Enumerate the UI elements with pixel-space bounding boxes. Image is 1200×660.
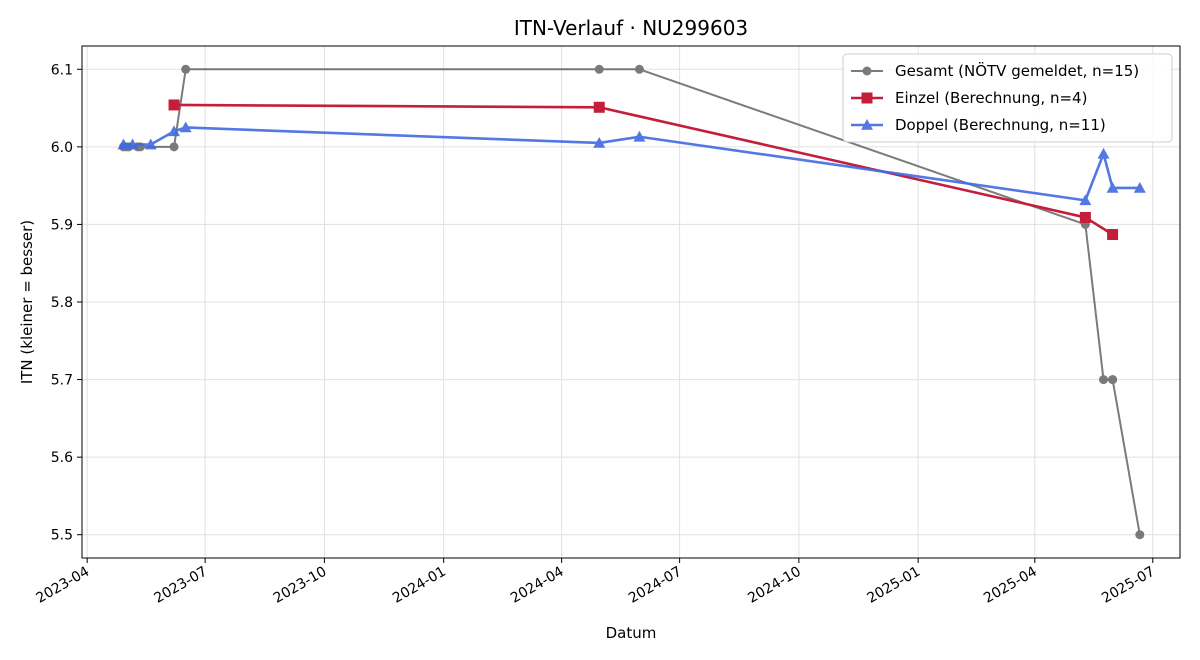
x-tick-label: 2023-10 <box>271 564 330 607</box>
y-tick-label: 5.6 <box>51 450 73 466</box>
y-tick-label: 5.8 <box>51 295 73 311</box>
data-point <box>179 121 192 133</box>
y-tick-label: 5.5 <box>51 528 73 544</box>
data-point <box>117 138 130 150</box>
x-tick-label: 2025-07 <box>1099 564 1158 607</box>
data-point <box>1108 375 1118 385</box>
data-point <box>593 136 606 148</box>
series-triangle-group <box>117 121 1146 206</box>
x-tick-label: 2024-07 <box>626 564 685 607</box>
x-axis: 2023-04 2023-07 2023-10 2024-01 2024-04 2024-… <box>34 558 1158 607</box>
data-point <box>1107 229 1119 241</box>
chart-title: ITN-Verlauf · NU299603 <box>514 16 748 40</box>
y-tick-label: 5.7 <box>51 373 73 389</box>
data-point <box>168 125 181 137</box>
legend-label: Gesamt (NÖTV gemeldet, n=15) <box>895 61 1139 80</box>
x-tick-label: 2024-10 <box>745 564 804 607</box>
x-tick-label: 2023-04 <box>34 564 93 607</box>
y-tick-label: 5.9 <box>51 217 73 233</box>
legend-marker <box>861 92 873 104</box>
legend: Gesamt (NÖTV gemeldet, n=15) Einzel (Bere… <box>842 53 1173 143</box>
y-tick-label: 6.0 <box>51 140 73 156</box>
y-tick-label: 6.1 <box>51 62 73 78</box>
data-point <box>634 64 644 74</box>
data-point <box>1135 530 1145 540</box>
data-point <box>168 99 180 111</box>
data-point <box>1079 211 1091 223</box>
legend-entry-circle <box>851 66 883 76</box>
x-tick-label: 2024-04 <box>508 564 567 607</box>
series-line <box>174 103 1114 236</box>
y-axis: 5.5 5.6 5.7 5.8 5.9 6.0 6.1 <box>51 62 82 544</box>
data-point <box>594 64 604 74</box>
data-point <box>1099 375 1109 385</box>
x-tick-label: 2023-07 <box>151 564 210 607</box>
legend-label: Doppel (Berechnung, n=11) <box>895 116 1106 134</box>
y-axis-label: ITN (kleiner = besser) <box>18 220 36 384</box>
x-tick-label: 2025-01 <box>864 564 923 607</box>
data-point <box>169 142 179 152</box>
data-point <box>126 138 139 150</box>
legend-marker <box>861 119 873 130</box>
legend-box <box>842 53 1173 143</box>
data-point <box>1133 181 1146 193</box>
data-point <box>144 138 157 150</box>
series-square-group <box>168 99 1119 241</box>
legend-label: Einzel (Berechnung, n=4) <box>895 89 1087 107</box>
x-tick-label: 2025-04 <box>981 564 1040 607</box>
legend-entry-square <box>851 92 883 104</box>
data-point <box>1097 147 1110 159</box>
data-point <box>181 64 191 74</box>
legend-marker <box>862 66 872 76</box>
data-point <box>633 130 646 142</box>
x-tick-label: 2024-01 <box>390 564 449 607</box>
data-point <box>1106 181 1119 193</box>
x-axis-label: Datum <box>606 624 657 642</box>
series-layer <box>117 64 1146 540</box>
data-point <box>593 101 605 113</box>
data-point <box>1079 194 1092 206</box>
legend-entry-triangle <box>851 119 883 130</box>
